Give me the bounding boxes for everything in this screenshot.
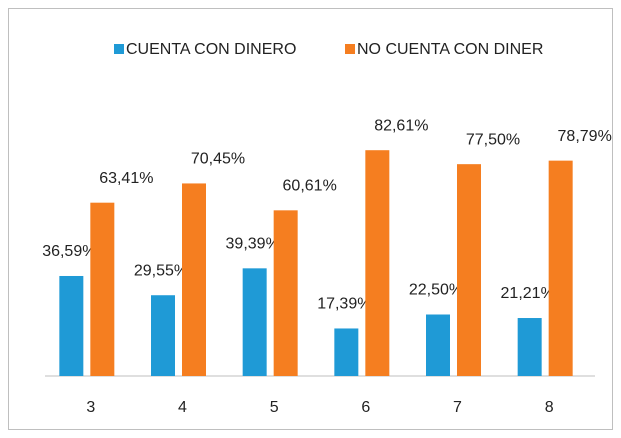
x-tick-label: 3	[86, 399, 95, 416]
bar	[426, 314, 450, 376]
data-label: 77,50%	[466, 131, 520, 148]
legend-swatch	[345, 44, 355, 54]
x-tick-label: 6	[361, 399, 370, 416]
data-label: 17,39%	[317, 296, 371, 313]
bar	[59, 275, 84, 376]
bar	[548, 160, 573, 376]
bar	[457, 164, 481, 376]
bar	[365, 150, 390, 376]
data-label: 78,79%	[558, 128, 612, 145]
data-label: 63,41%	[99, 170, 153, 187]
data-label: 82,61%	[374, 117, 428, 134]
legend-label: CUENTA CON DINERO	[126, 41, 296, 58]
data-label: 36,59%	[42, 243, 96, 260]
bar	[273, 210, 298, 376]
data-label: 29,55%	[134, 262, 188, 279]
bar	[242, 268, 267, 376]
bar	[182, 183, 206, 376]
legend-label: NO CUENTA CON DINER	[357, 41, 543, 58]
data-label: 70,45%	[191, 151, 245, 168]
x-tick-label: 5	[270, 399, 279, 416]
bar	[90, 202, 115, 376]
data-label: 22,50%	[409, 282, 463, 299]
data-label: 60,61%	[283, 178, 337, 195]
legend-swatch	[114, 44, 124, 54]
x-tick-label: 8	[545, 399, 554, 416]
x-tick-label: 7	[453, 399, 462, 416]
data-label: 21,21%	[501, 285, 555, 302]
bar	[517, 318, 542, 376]
bar	[334, 328, 359, 376]
bar	[151, 295, 175, 376]
data-label: 39,39%	[226, 236, 280, 253]
x-tick-label: 4	[178, 399, 187, 416]
